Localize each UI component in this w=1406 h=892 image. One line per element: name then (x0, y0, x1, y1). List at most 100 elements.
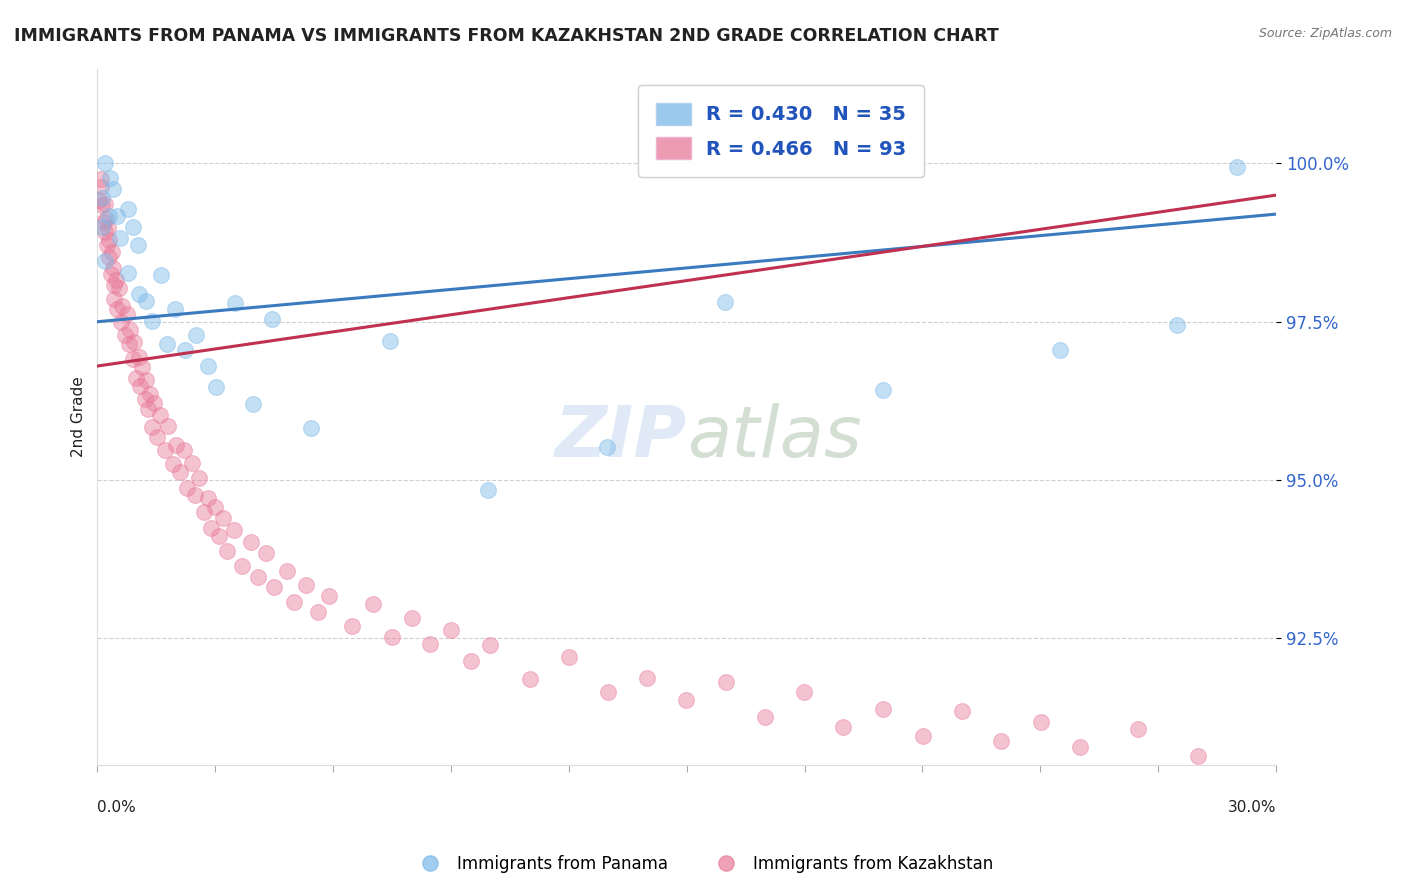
Point (98, 233, 121, 247)
Point (94, 225, 117, 239)
Point (136, 402, 159, 417)
Point (479, 638, 502, 652)
Point (98, 209, 121, 223)
Point (96, 237, 118, 252)
Point (94, 156, 117, 170)
Point (519, 672, 541, 686)
Point (197, 359, 219, 373)
Point (1225, 160, 1247, 174)
Text: 0.0%: 0.0% (97, 799, 136, 814)
Text: IMMIGRANTS FROM PANAMA VS IMMIGRANTS FROM KAZAKHSTAN 2ND GRADE CORRELATION CHART: IMMIGRANTS FROM PANAMA VS IMMIGRANTS FRO… (14, 27, 998, 45)
Point (197, 491, 219, 505)
Point (105, 273, 128, 287)
Point (90, 198, 112, 212)
Point (242, 397, 264, 411)
Point (165, 438, 187, 452)
Point (246, 570, 269, 584)
Point (342, 619, 364, 633)
Point (143, 395, 166, 409)
Point (118, 337, 141, 351)
Point (110, 315, 132, 329)
Point (212, 511, 235, 525)
Point (1029, 714, 1052, 729)
Point (254, 546, 277, 560)
Point (127, 238, 149, 252)
Point (832, 720, 855, 734)
Point (1126, 722, 1149, 736)
Point (176, 481, 198, 495)
Point (598, 685, 620, 699)
Point (90, 172, 112, 186)
Point (131, 360, 153, 375)
Point (111, 299, 134, 313)
Point (135, 373, 157, 387)
Point (181, 456, 204, 470)
Point (205, 380, 228, 394)
Point (714, 674, 737, 689)
Point (122, 220, 145, 235)
Point (1049, 343, 1071, 358)
Point (169, 465, 191, 479)
Point (173, 443, 195, 458)
Point (98, 171, 121, 186)
Point (129, 379, 152, 393)
Point (231, 559, 253, 574)
Point (381, 631, 404, 645)
Point (162, 457, 184, 471)
Text: 30.0%: 30.0% (1227, 799, 1277, 814)
Point (401, 611, 423, 625)
Point (128, 350, 150, 364)
Y-axis label: 2nd Grade: 2nd Grade (72, 376, 86, 457)
Point (120, 323, 142, 337)
Point (1069, 740, 1091, 755)
Legend: R = 0.430   N = 35, R = 0.466   N = 93: R = 0.430 N = 35, R = 0.466 N = 93 (638, 86, 924, 177)
Point (101, 182, 124, 196)
Point (793, 685, 815, 699)
Point (141, 420, 163, 434)
Point (558, 649, 581, 664)
Point (122, 334, 145, 349)
Point (97, 220, 120, 235)
Point (101, 244, 124, 259)
Point (89, 194, 111, 208)
Point (188, 471, 211, 485)
Point (174, 343, 197, 358)
Point (419, 637, 441, 651)
Point (94, 196, 117, 211)
Point (754, 710, 776, 724)
Point (714, 295, 737, 310)
Point (139, 386, 162, 401)
Point (108, 231, 131, 245)
Point (103, 277, 125, 292)
Point (97, 250, 120, 264)
Point (150, 268, 173, 282)
Point (156, 419, 179, 434)
Point (224, 524, 246, 538)
Point (94, 211, 117, 226)
Point (276, 564, 298, 578)
Point (163, 301, 186, 316)
Point (1166, 318, 1188, 333)
Point (208, 529, 231, 543)
Point (146, 430, 169, 444)
Point (91, 191, 114, 205)
Point (239, 535, 262, 549)
Point (90, 180, 112, 194)
Text: atlas: atlas (686, 403, 862, 472)
Point (477, 483, 499, 498)
Point (636, 671, 658, 685)
Text: Source: ZipAtlas.com: Source: ZipAtlas.com (1258, 27, 1392, 40)
Point (122, 351, 145, 366)
Point (224, 295, 246, 310)
Point (307, 606, 329, 620)
Point (105, 209, 128, 223)
Point (318, 590, 340, 604)
Point (911, 729, 934, 743)
Point (184, 488, 207, 502)
Point (135, 293, 157, 308)
Point (153, 443, 176, 458)
Text: ZIP: ZIP (554, 403, 686, 472)
Point (294, 578, 316, 592)
Point (872, 383, 894, 397)
Point (283, 594, 305, 608)
